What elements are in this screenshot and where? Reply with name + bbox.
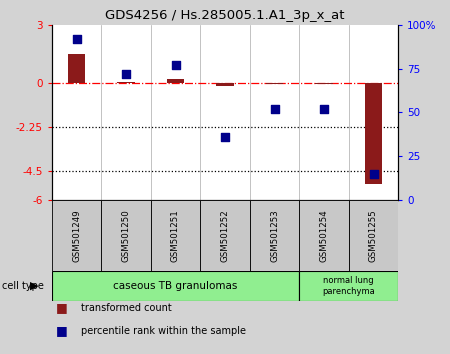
Point (320, 106, 328, 112)
Text: GSM501255: GSM501255 (369, 209, 378, 262)
Text: GSM501251: GSM501251 (171, 209, 180, 262)
Bar (365, 83, 382, 184)
Bar (200, 200, 250, 271)
Bar (250, 200, 299, 271)
Point (172, 62, 179, 68)
Bar (266, 83, 283, 84)
Point (73, 36, 80, 42)
Bar (151, 200, 200, 271)
Point (122, 71, 130, 77)
Bar (52, 271, 299, 301)
Text: GSM501254: GSM501254 (320, 209, 328, 262)
Text: GSM501250: GSM501250 (122, 209, 130, 262)
Bar (315, 83, 333, 84)
Bar (349, 200, 398, 271)
Bar (68, 54, 85, 83)
Point (221, 134, 229, 140)
Bar (216, 83, 234, 86)
Point (370, 171, 377, 177)
Bar (299, 271, 398, 301)
Text: ■: ■ (56, 302, 68, 314)
Bar (117, 82, 135, 83)
Bar (101, 200, 151, 271)
Text: percentile rank within the sample: percentile rank within the sample (81, 326, 246, 336)
Text: cell type: cell type (2, 281, 44, 291)
Text: ▶: ▶ (30, 281, 38, 291)
Text: GSM501252: GSM501252 (220, 209, 230, 262)
Text: GSM501249: GSM501249 (72, 209, 81, 262)
Bar (167, 79, 184, 83)
Text: caseous TB granulomas: caseous TB granulomas (113, 281, 238, 291)
Text: normal lung
parenchyma: normal lung parenchyma (322, 276, 375, 296)
Title: GDS4256 / Hs.285005.1.A1_3p_x_at: GDS4256 / Hs.285005.1.A1_3p_x_at (105, 9, 345, 22)
Text: ■: ■ (56, 325, 68, 337)
Point (271, 106, 278, 112)
Bar (52, 200, 101, 271)
Bar (299, 200, 349, 271)
Text: transformed count: transformed count (81, 303, 172, 313)
Text: GSM501253: GSM501253 (270, 209, 279, 262)
